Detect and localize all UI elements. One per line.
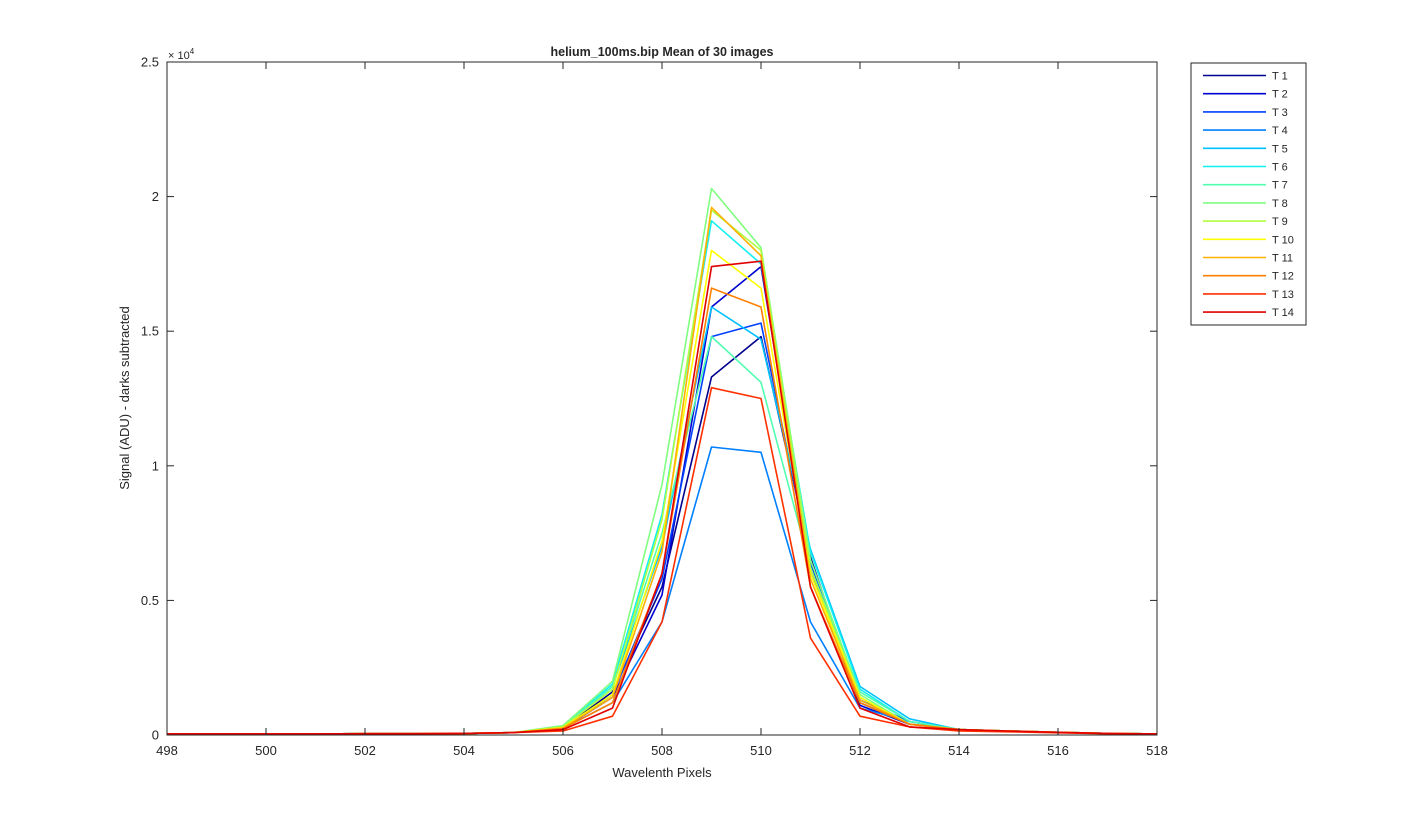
legend-item-t12: T 12: [1203, 271, 1294, 283]
x-tick-label: 498: [156, 743, 178, 758]
x-tick-label: 512: [849, 743, 871, 758]
x-axis-label: Wavelenth Pixels: [612, 765, 712, 780]
legend-label: T 8: [1272, 198, 1288, 210]
x-tick-label: 516: [1047, 743, 1069, 758]
legend-label: T 5: [1272, 143, 1288, 155]
x-tick-label: 506: [552, 743, 574, 758]
chart-title: helium_100ms.bip Mean of 30 images: [551, 45, 774, 59]
y-tick-label: 1: [152, 458, 159, 473]
legend-label: T 2: [1272, 89, 1288, 101]
legend: T 1 T 2 T 3 T 4 T 5 T 6 T 7 T 8 T 9 T 10 T 11 T 12 T…: [1190, 62, 1307, 326]
legend-item-t6: T 6: [1203, 162, 1288, 174]
x-tick-label: 510: [750, 743, 772, 758]
legend-label: T 1: [1272, 71, 1288, 83]
legend-label: T 6: [1272, 162, 1288, 174]
legend-item-t7: T 7: [1203, 180, 1288, 192]
legend-item-t4: T 4: [1203, 125, 1288, 137]
y-ticks: 0 0.5 1 1.5 2 2.5: [141, 55, 1157, 743]
legend-label: T 4: [1272, 125, 1288, 137]
series-line-t14: [167, 260, 1158, 735]
y-axis-label: Signal (ADU) - darks subtracted: [117, 306, 132, 490]
legend-label: T 13: [1272, 289, 1294, 301]
x-tick-label: 508: [651, 743, 673, 758]
x-tick-label: 504: [453, 743, 475, 758]
x-tick-label: 502: [354, 743, 376, 758]
legend-label: T 10: [1272, 234, 1294, 246]
legend-label: T 14: [1272, 307, 1294, 319]
legend-item-t11: T 11: [1203, 253, 1293, 265]
legend-label: T 3: [1272, 107, 1288, 119]
y-exponent-label: × 104: [168, 47, 195, 62]
x-tick-label: 500: [255, 743, 277, 758]
legend-item-t13: T 13: [1203, 289, 1294, 301]
legend-item-t5: T 5: [1203, 143, 1288, 155]
legend-box: [1190, 62, 1307, 326]
y-tick-label: 2.5: [141, 55, 159, 70]
y-tick-label: 0: [152, 728, 159, 743]
legend-item-t8: T 8: [1203, 198, 1288, 210]
plot-area: [167, 62, 1157, 735]
y-tick-label: 1.5: [141, 324, 159, 339]
x-ticks: 498 500 502 504 506 508 510 512 514 516 518: [156, 62, 1168, 758]
y-tick-label: 2: [152, 189, 159, 204]
legend-item-t3: T 3: [1203, 107, 1288, 119]
legend-item-t9: T 9: [1203, 216, 1288, 228]
x-tick-label: 518: [1146, 743, 1168, 758]
legend-label: T 11: [1272, 253, 1293, 265]
legend-label: T 9: [1272, 216, 1288, 228]
x-tick-label: 514: [948, 743, 970, 758]
legend-item-t1: T 1: [1203, 71, 1288, 83]
legend-item-t14: T 14: [1203, 307, 1294, 319]
y-tick-label: 0.5: [141, 593, 159, 608]
legend-label: T 12: [1272, 271, 1294, 283]
series-layer: [167, 187, 1158, 735]
legend-item-t2: T 2: [1203, 89, 1288, 101]
legend-label: T 7: [1272, 180, 1288, 192]
legend-item-t10: T 10: [1203, 234, 1294, 246]
